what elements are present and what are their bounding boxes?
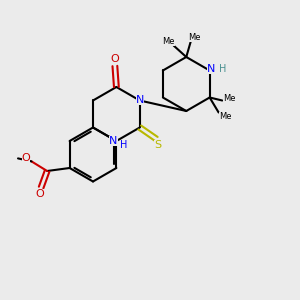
Text: O: O xyxy=(22,153,31,164)
Text: N: N xyxy=(207,64,215,74)
Text: O: O xyxy=(110,54,119,64)
Text: H: H xyxy=(120,140,128,151)
Text: Me: Me xyxy=(223,94,236,103)
Text: N: N xyxy=(109,136,118,146)
Text: H: H xyxy=(219,64,226,74)
Text: Me: Me xyxy=(219,112,232,122)
Text: Me: Me xyxy=(188,33,201,42)
Text: N: N xyxy=(136,95,144,106)
Text: O: O xyxy=(35,189,44,199)
Text: S: S xyxy=(154,140,161,150)
Text: Me: Me xyxy=(163,37,175,46)
